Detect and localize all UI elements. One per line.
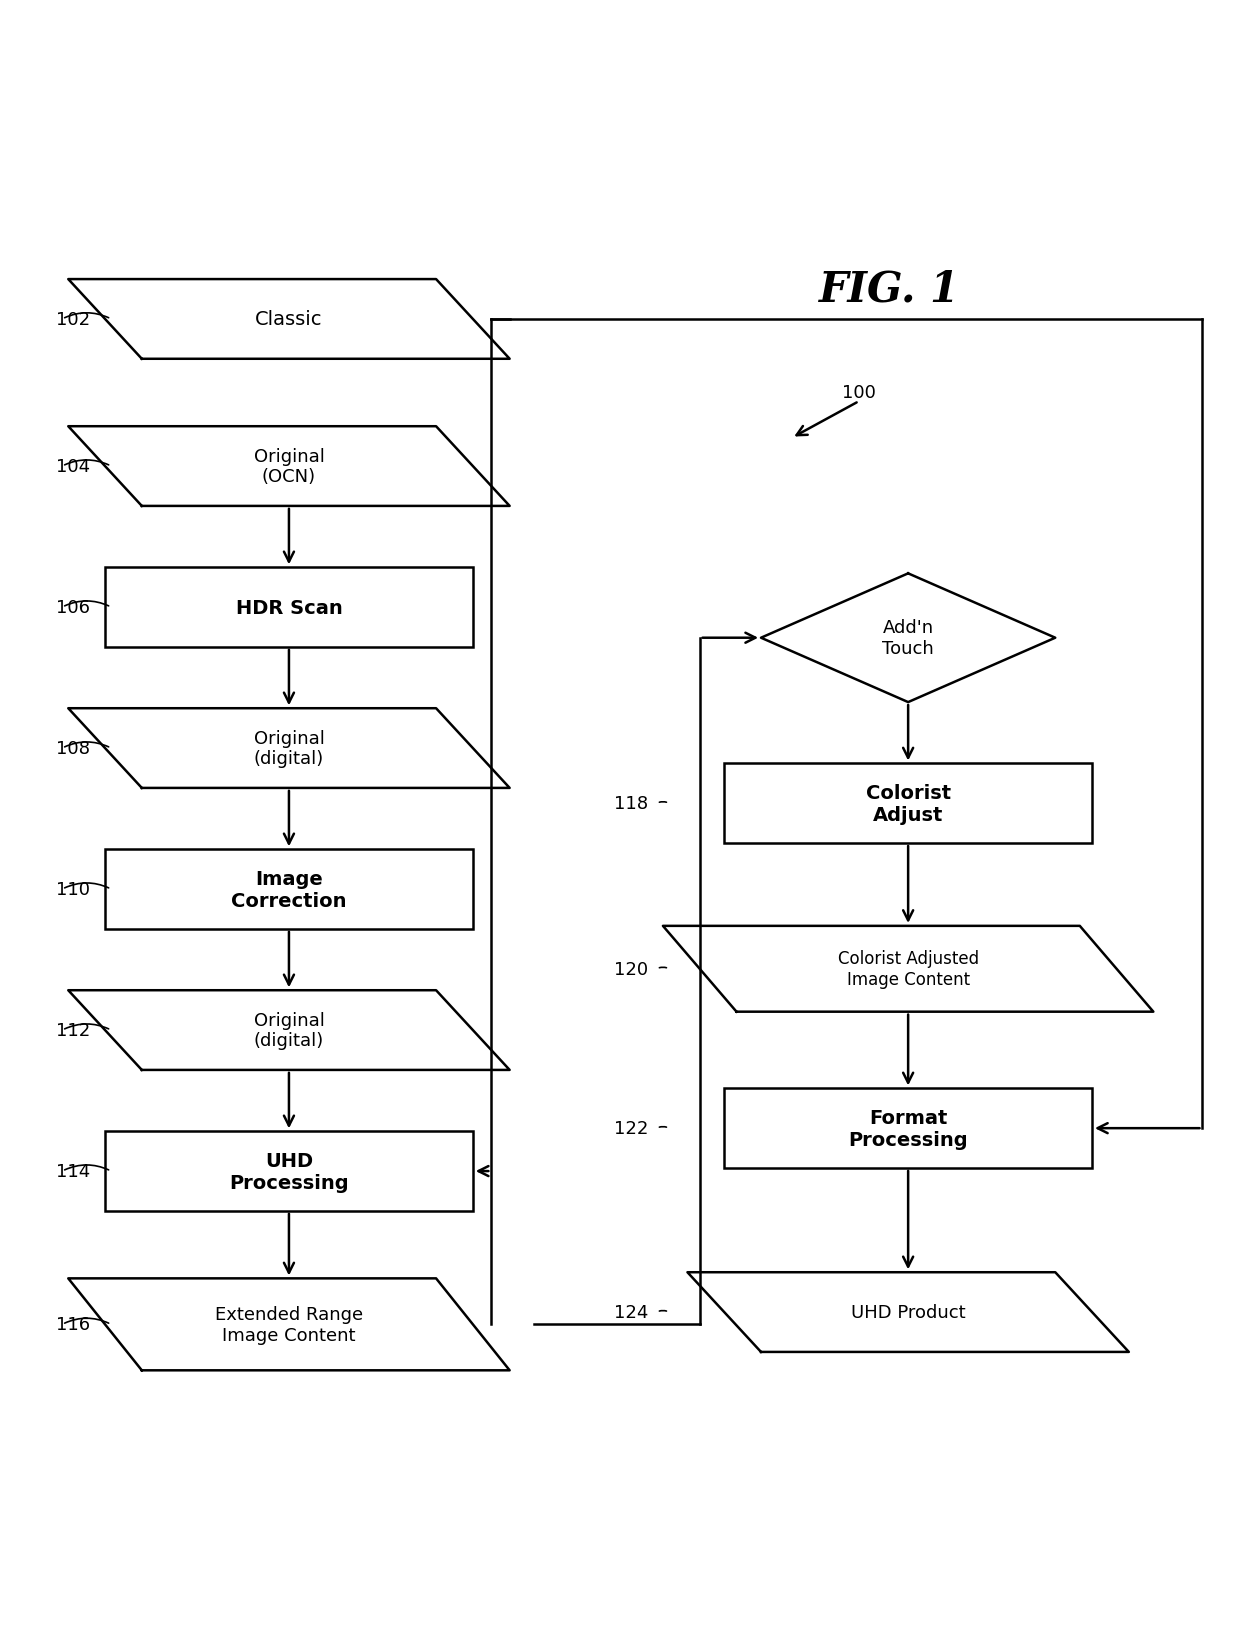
Bar [105,850,472,929]
Text: 120: 120 [614,960,649,978]
Text: Colorist Adjusted
Image Content: Colorist Adjusted Image Content [837,950,978,989]
Bar [724,1089,1092,1169]
Bar [724,764,1092,844]
Text: UHD
Processing: UHD Processing [229,1151,348,1191]
Text: HDR Scan: HDR Scan [236,599,342,617]
Text: Original
(digital): Original (digital) [253,730,325,769]
Text: 114: 114 [56,1162,91,1180]
Bar [105,1131,472,1211]
Text: UHD Product: UHD Product [851,1304,966,1322]
Text: 108: 108 [56,739,91,757]
Text: Classic: Classic [255,310,322,330]
Text: 110: 110 [56,881,91,899]
Text: Colorist
Adjust: Colorist Adjust [866,783,951,824]
Text: 112: 112 [56,1022,91,1040]
Text: 118: 118 [614,795,649,813]
Text: Extended Range
Image Content: Extended Range Image Content [215,1306,363,1343]
Text: Original
(digital): Original (digital) [253,1012,325,1049]
Text: 116: 116 [56,1315,91,1333]
Text: Image
Correction: Image Correction [231,868,347,911]
Text: 104: 104 [56,459,91,477]
Text: 106: 106 [56,599,91,617]
Text: Add'n
Touch: Add'n Touch [883,619,934,658]
Text: FIG. 1: FIG. 1 [820,268,960,310]
Text: 102: 102 [56,310,91,328]
Text: 124: 124 [614,1304,649,1322]
Bar [105,568,472,648]
Text: Original
(OCN): Original (OCN) [253,447,325,486]
Text: 122: 122 [614,1120,649,1138]
Text: Format
Processing: Format Processing [848,1108,968,1149]
Text: 100: 100 [842,384,875,401]
